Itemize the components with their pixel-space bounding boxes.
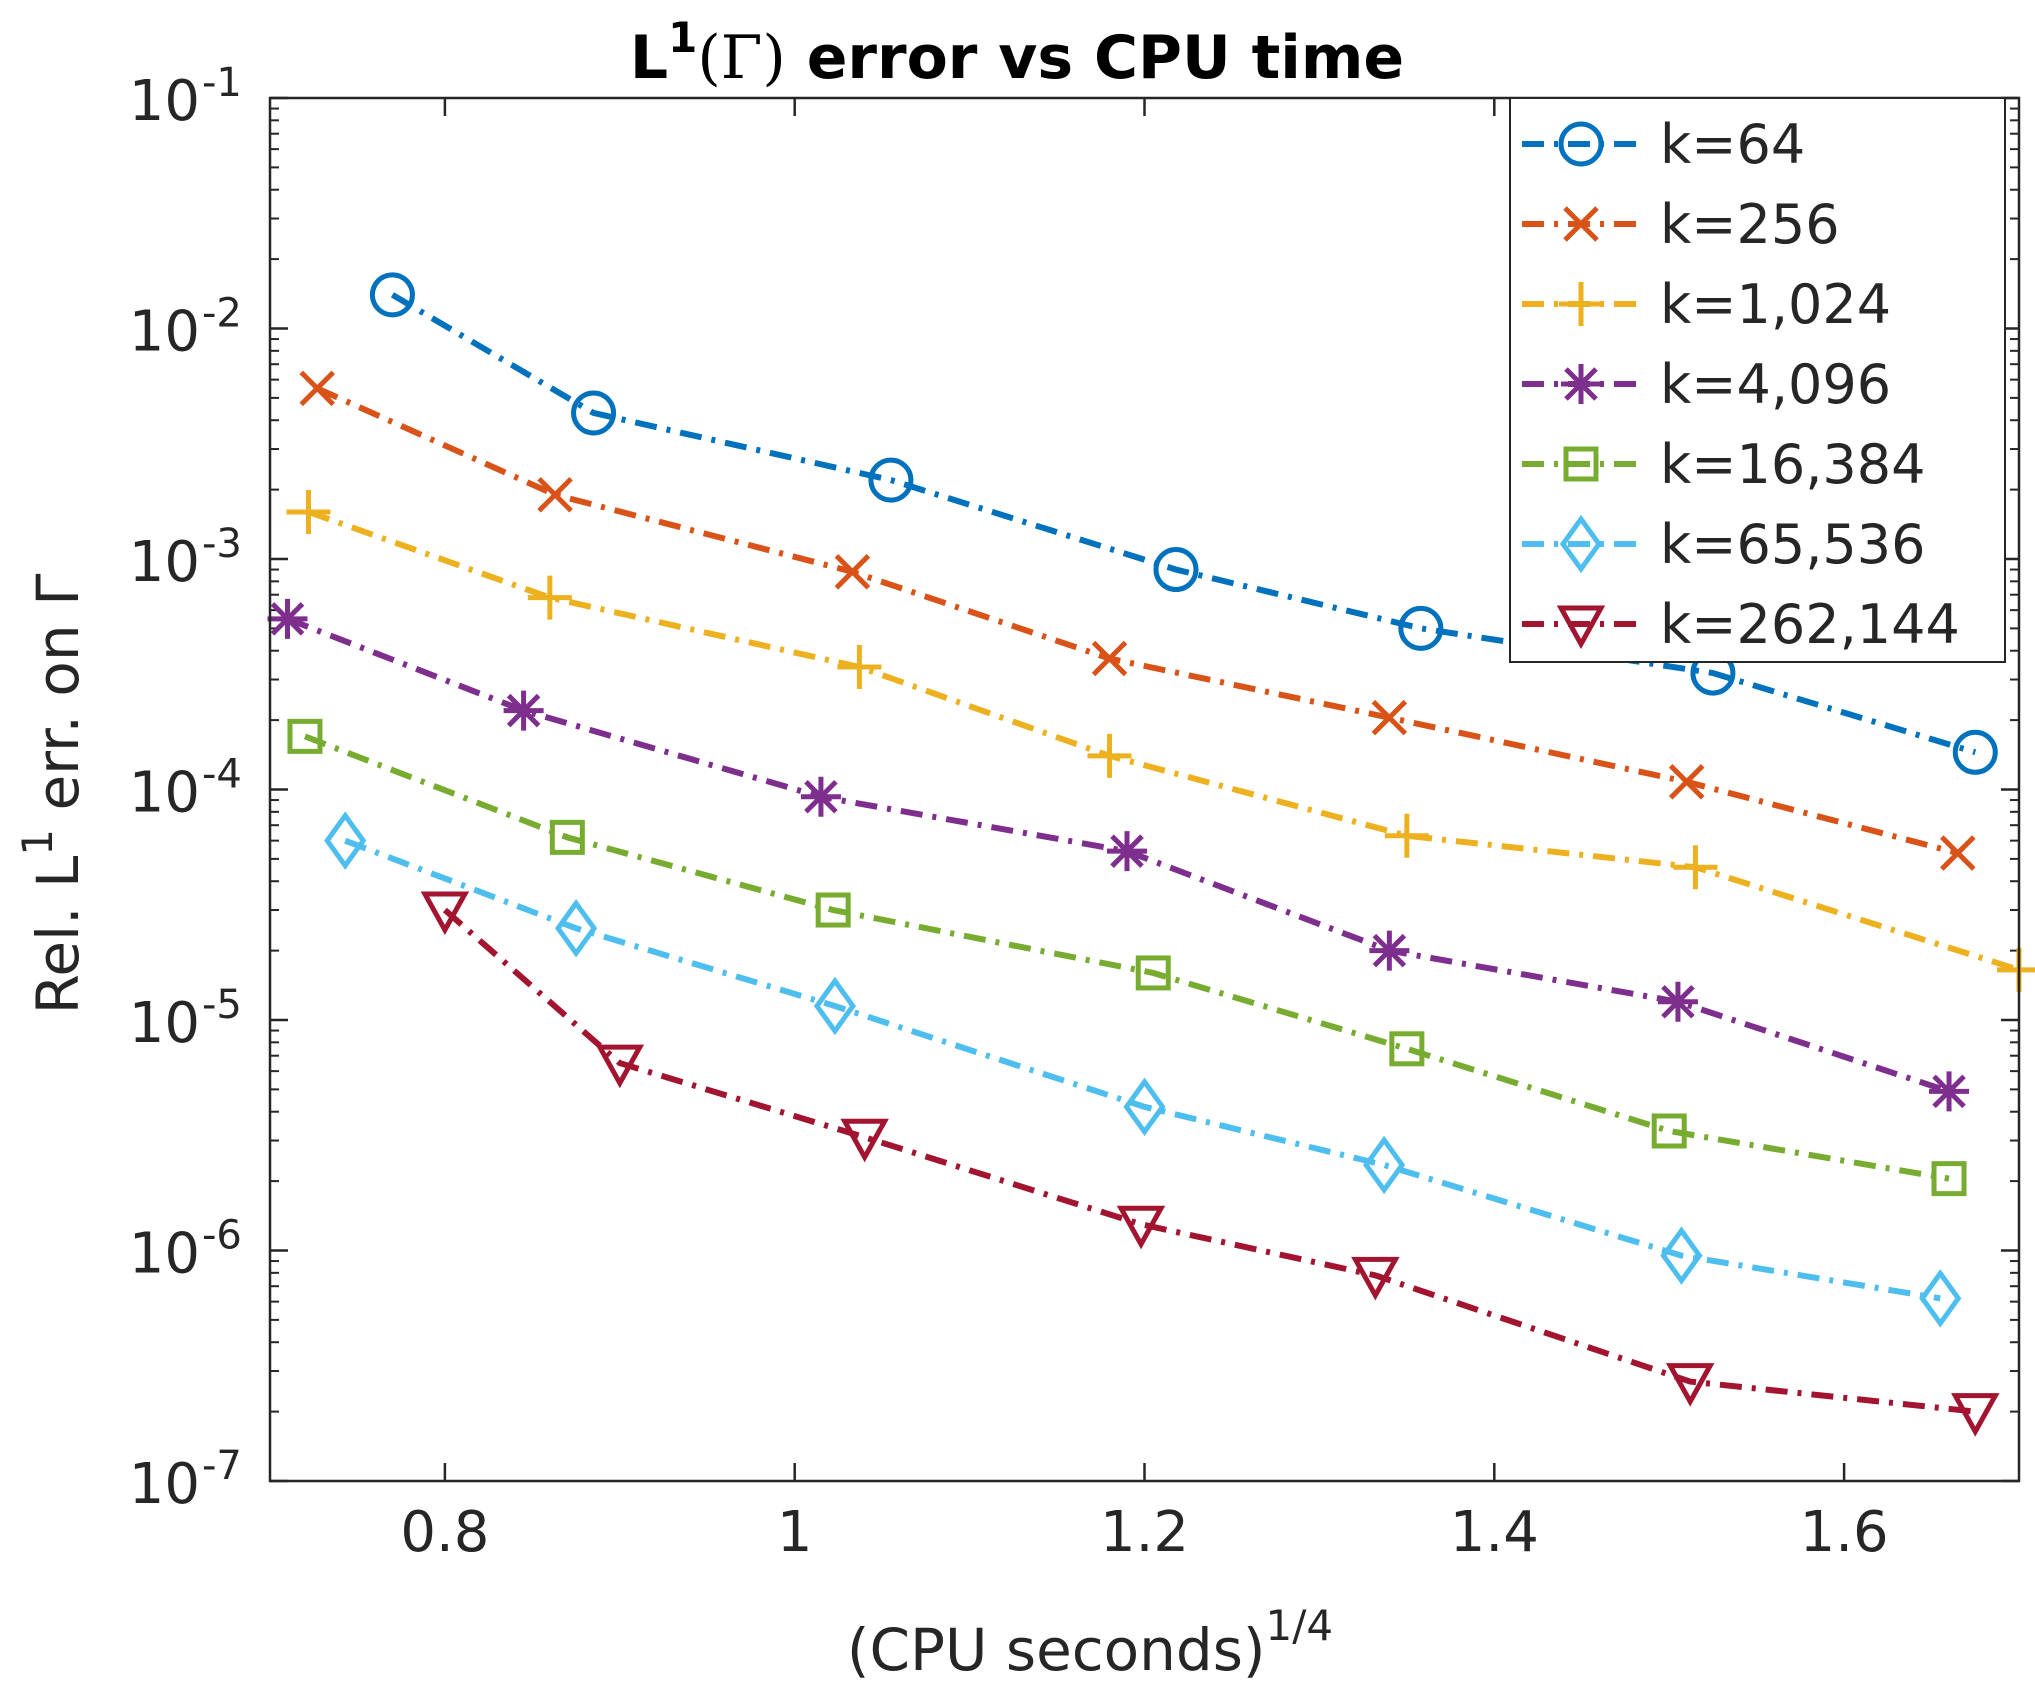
- data-point: [1665, 1363, 1715, 1407]
- x-axis-label: (CPU seconds)1/4: [847, 1601, 1333, 1684]
- data-point: [1389, 1031, 1425, 1067]
- plot-frame: [268, 96, 2021, 1483]
- data-point: [1660, 1226, 1703, 1285]
- data-point: [1940, 835, 1976, 871]
- series-line: [344, 837, 1941, 1302]
- data-point: [815, 892, 851, 928]
- data-point: [868, 457, 914, 503]
- legend: k=64 k=256 k=1,024 k=4,096 k=16,384 k=65,536 k…: [1509, 97, 2006, 663]
- data-point: [549, 819, 585, 855]
- legend-label: k=262,144: [1660, 593, 1960, 656]
- data-point: [837, 644, 882, 689]
- series-line: [390, 292, 1977, 756]
- legend-marker: [1556, 605, 1606, 650]
- legend-marker: [1563, 206, 1599, 242]
- y-tick-label: 10-6: [129, 1213, 242, 1287]
- x-tick-label: 1.6: [1800, 1500, 1889, 1565]
- data-point: [503, 690, 544, 731]
- legend-entries: k=64 k=256 k=1,024 k=4,096 k=16,384 k=65,536 k…: [1522, 113, 1960, 656]
- data-point: [1153, 547, 1199, 593]
- chart-title: L1(Γ) error vs CPU time: [630, 13, 1404, 93]
- data-point: [1091, 640, 1128, 677]
- data-point: [1107, 831, 1148, 872]
- legend-marker: [1559, 282, 1603, 326]
- legend-label: k=1,024: [1660, 273, 1891, 336]
- data-point: [1651, 1113, 1687, 1149]
- data-point: [1369, 930, 1410, 971]
- data-point: [369, 272, 415, 318]
- data-point: [299, 370, 335, 407]
- data-point: [1929, 1071, 1970, 1112]
- data-point: [537, 476, 573, 513]
- data-point: [554, 898, 598, 958]
- data-point: [595, 1044, 645, 1089]
- data-point: [1371, 699, 1408, 736]
- y-tick-label: 10-4: [129, 752, 242, 826]
- x-tick-label: 0.8: [400, 1500, 489, 1565]
- y-tick-label: 10-2: [129, 291, 242, 365]
- data-point: [324, 811, 367, 870]
- legend-marker: [1561, 364, 1601, 404]
- data-point: [1398, 605, 1444, 651]
- data-point: [813, 976, 857, 1036]
- data-point: [1135, 955, 1171, 991]
- y-axis-label: Rel. L1 err. on Γ: [13, 574, 92, 1015]
- y-tick-label: 10-7: [129, 1443, 242, 1517]
- x-tick-label: 1.4: [1450, 1500, 1539, 1565]
- series-line: [303, 733, 1950, 1182]
- legend-box: [1509, 97, 2006, 663]
- y-tick-label: 10-1: [129, 60, 242, 134]
- data-point: [840, 1118, 889, 1163]
- legend-marker: [1563, 446, 1599, 482]
- legend-marker: [1559, 514, 1603, 574]
- legend-label: k=64: [1660, 113, 1805, 176]
- data-point: [1952, 729, 1998, 775]
- legend-label: k=256: [1660, 193, 1840, 256]
- data-point: [1116, 1205, 1166, 1250]
- series-line: [442, 907, 1976, 1415]
- data-point: [1673, 845, 1718, 890]
- x-tick-label: 1.2: [1100, 1500, 1189, 1565]
- data-point: [800, 776, 841, 817]
- data-point: [1931, 1161, 1967, 1197]
- data-point: [1363, 1135, 1406, 1195]
- legend-label: k=4,096: [1660, 353, 1891, 416]
- x-tick-label: 1: [777, 1500, 813, 1565]
- data-point: [1668, 764, 1705, 800]
- data-point: [287, 718, 323, 754]
- data-point: [286, 489, 331, 534]
- data-point: [1657, 981, 1698, 1022]
- data-point: [571, 390, 617, 436]
- y-tick-label: 10-3: [129, 521, 242, 595]
- data-point: [267, 598, 308, 639]
- data-point: [834, 554, 871, 590]
- data-point: [1123, 1077, 1166, 1137]
- data-point: [1951, 1393, 2000, 1437]
- legend-marker: [1558, 121, 1604, 167]
- data-point: [1384, 813, 1429, 858]
- y-ticks: 10-1 10-2 10-3 10-4 10-5 10-6 10-7: [129, 60, 2019, 1517]
- data-point: [420, 891, 470, 936]
- legend-label: k=16,384: [1660, 433, 1925, 496]
- marker-layer: [267, 272, 2035, 1437]
- data-point: [527, 575, 572, 620]
- data-point: [1351, 1256, 1400, 1301]
- legend-label: k=65,536: [1660, 513, 1925, 576]
- plot-area: 0.8 1 1.2 1.4 1.6 10-110-210-310-410-510-610…: [129, 60, 2035, 1565]
- y-tick-label: 10-5: [129, 982, 242, 1056]
- data-point: [1087, 733, 1132, 778]
- x-ticks: 0.8 1 1.2 1.4 1.6: [400, 98, 1889, 1565]
- data-point: [1919, 1269, 1962, 1328]
